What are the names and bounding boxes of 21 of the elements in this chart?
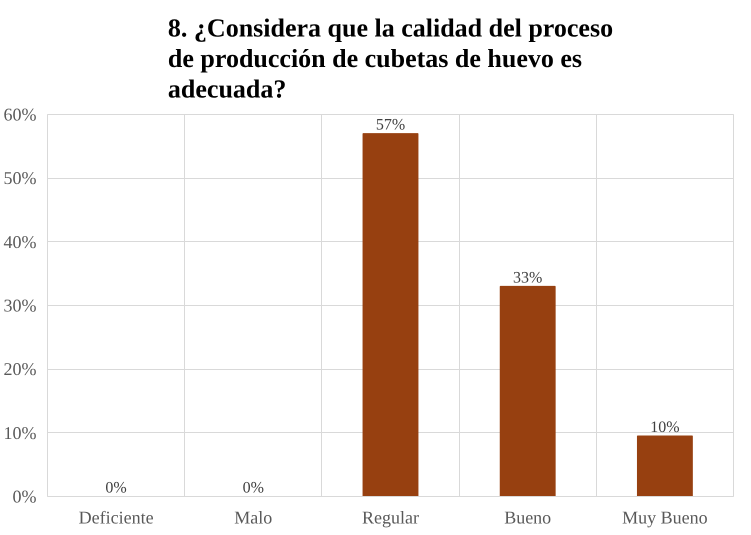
x-tick-label: Malo: [234, 508, 272, 528]
y-tick-label: 50%: [4, 168, 37, 188]
data-label: 57%: [376, 116, 406, 134]
bar: [500, 286, 556, 496]
data-label: 10%: [650, 419, 680, 436]
y-tick-label: 60%: [4, 104, 37, 124]
data-label: 0%: [242, 480, 264, 496]
y-tick-label: 40%: [4, 232, 37, 252]
y-tick-label: 0%: [12, 486, 37, 506]
y-tick-label: 10%: [4, 422, 37, 443]
x-tick-label: Bueno: [504, 508, 552, 528]
y-tick-label: 30%: [4, 296, 37, 316]
y-tick-label: 20%: [4, 359, 37, 380]
x-tick-label: Regular: [362, 508, 419, 528]
chart-title: 8. ¿Considera que la calidad del proceso de producción de cubetas de huevo es adecuada?: [168, 14, 614, 104]
data-label: 33%: [513, 269, 542, 286]
data-label: 0%: [105, 480, 127, 496]
x-tick-label: Muy Bueno: [622, 508, 708, 528]
x-tick-label: Deficiente: [78, 508, 154, 528]
bar: [362, 133, 418, 496]
bar: [636, 436, 693, 496]
